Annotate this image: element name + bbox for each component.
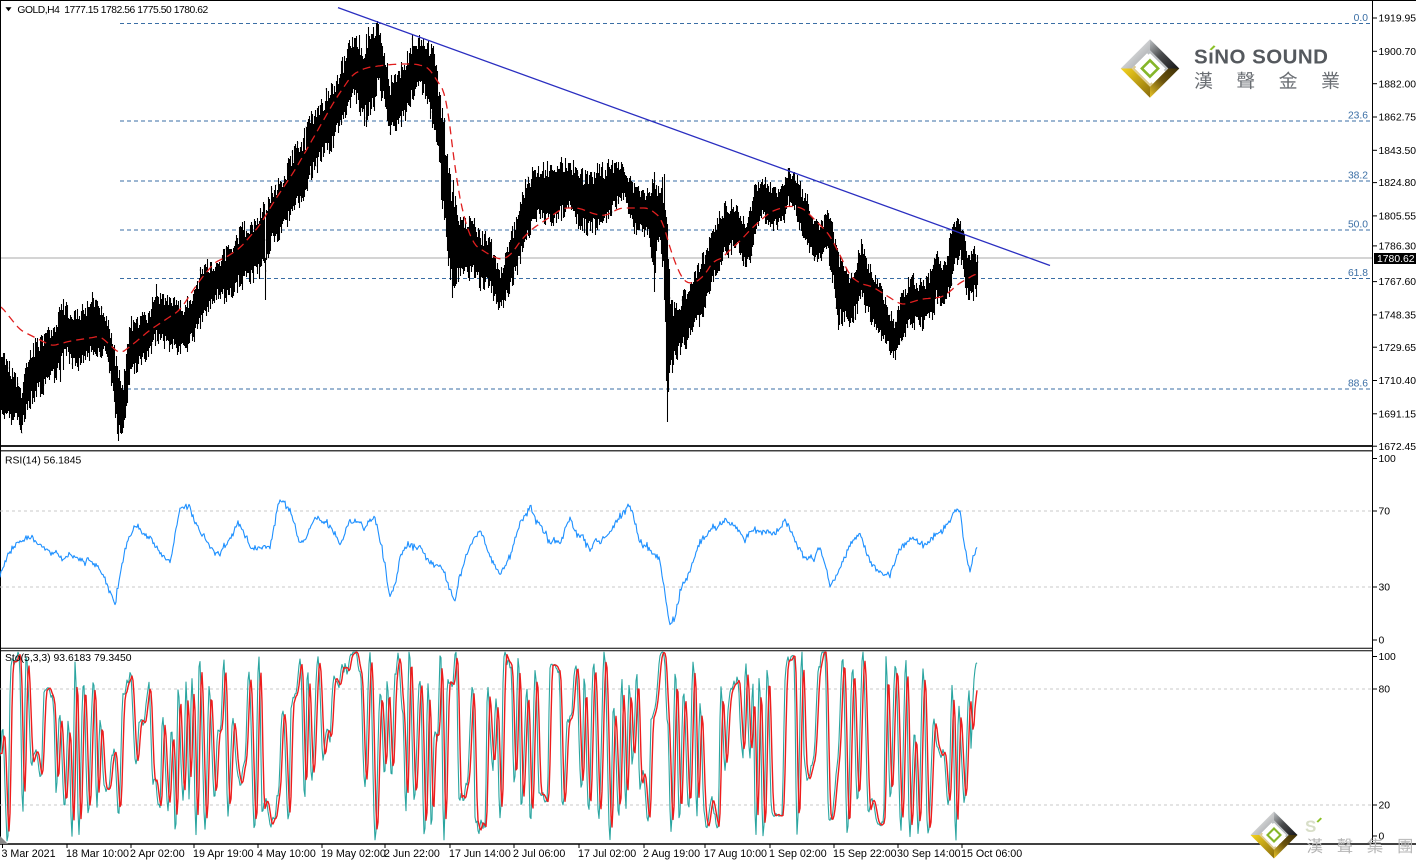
svg-text:S: S	[1305, 817, 1316, 836]
svg-text:RSI(14) 56.1845: RSI(14) 56.1845	[5, 456, 81, 467]
svg-text:88.6: 88.6	[1348, 378, 1368, 389]
svg-text:0.0: 0.0	[1354, 13, 1369, 24]
svg-text:1786.30: 1786.30	[1379, 242, 1416, 253]
svg-text:1900.70: 1900.70	[1379, 47, 1416, 58]
svg-text:1729.65: 1729.65	[1379, 343, 1416, 354]
svg-text:3 Mar 2021: 3 Mar 2021	[2, 848, 56, 860]
svg-text:1805.55: 1805.55	[1379, 212, 1416, 223]
svg-text:19 Apr 19:00: 19 Apr 19:00	[193, 848, 254, 860]
svg-text:1824.80: 1824.80	[1379, 178, 1416, 189]
svg-text:1767.60: 1767.60	[1379, 277, 1416, 288]
svg-text:4 May 10:00: 4 May 10:00	[257, 848, 316, 860]
svg-text:2 Jun 22:00: 2 Jun 22:00	[384, 848, 440, 860]
svg-text:15 Sep 22:00: 15 Sep 22:00	[833, 848, 897, 860]
svg-text:23.6: 23.6	[1348, 110, 1368, 121]
svg-text:2 Jul 06:00: 2 Jul 06:00	[513, 848, 565, 860]
svg-text:17 Aug 10:00: 17 Aug 10:00	[704, 848, 767, 860]
svg-text:30 Sep 14:00: 30 Sep 14:00	[897, 848, 961, 860]
svg-text:50.0: 50.0	[1348, 219, 1368, 230]
svg-text:19 May 02:00: 19 May 02:00	[321, 848, 386, 860]
svg-text:30: 30	[1379, 583, 1391, 594]
svg-text:80: 80	[1379, 685, 1391, 696]
svg-text:2 Aug 19:00: 2 Aug 19:00	[643, 848, 700, 860]
svg-text:1672.45: 1672.45	[1379, 442, 1416, 453]
svg-text:100: 100	[1379, 454, 1397, 465]
svg-text:GOLD,H4 1777.15 1782.56 1775.: GOLD,H4 1777.15 1782.56 1775.50 1780.62	[17, 5, 208, 16]
svg-text:SıNO SOUND: SıNO SOUND	[1194, 45, 1328, 68]
svg-text:17 Jul 02:00: 17 Jul 02:00	[578, 848, 636, 860]
svg-text:1780.62: 1780.62	[1377, 254, 1415, 265]
svg-text:1919.95: 1919.95	[1379, 14, 1416, 25]
svg-text:0: 0	[1379, 636, 1385, 647]
svg-text:20: 20	[1379, 801, 1391, 812]
svg-text:100: 100	[1379, 652, 1397, 663]
svg-text:61.8: 61.8	[1348, 268, 1368, 279]
svg-text:18 Mar 10:00: 18 Mar 10:00	[66, 848, 129, 860]
svg-text:1 Sep 02:00: 1 Sep 02:00	[769, 848, 827, 860]
svg-text:1691.15: 1691.15	[1379, 409, 1416, 420]
svg-text:70: 70	[1379, 507, 1391, 518]
svg-text:1748.35: 1748.35	[1379, 311, 1416, 322]
svg-text:2 Apr 02:00: 2 Apr 02:00	[130, 848, 185, 860]
svg-text:15 Oct 06:00: 15 Oct 06:00	[961, 848, 1022, 860]
svg-text:1710.40: 1710.40	[1379, 376, 1416, 387]
svg-text:38.2: 38.2	[1348, 170, 1368, 181]
svg-text:1843.50: 1843.50	[1379, 146, 1416, 157]
svg-text:0: 0	[1379, 832, 1385, 843]
svg-text:17 Jun 14:00: 17 Jun 14:00	[449, 848, 511, 860]
svg-text:Sto(5,3,3) 93.6183 79.3450: Sto(5,3,3) 93.6183 79.3450	[5, 653, 132, 664]
svg-text:1862.75: 1862.75	[1379, 113, 1416, 124]
svg-text:1882.00: 1882.00	[1379, 79, 1416, 90]
